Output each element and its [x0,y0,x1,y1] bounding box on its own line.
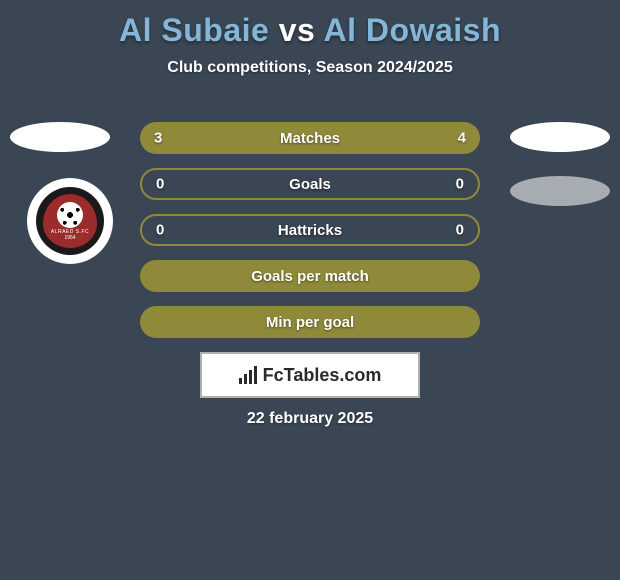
stat-value-right: 0 [456,222,464,239]
stat-row-matches: 3 4 Matches [140,122,480,154]
soccer-ball-icon [57,202,83,228]
stat-row-min-per-goal: Min per goal [140,306,480,338]
stat-label: Hattricks [278,222,342,239]
comparison-title: Al Subaie vs Al Dowaish [0,0,620,49]
brand-suffix: Tables.com [284,365,382,385]
player-b-name: Al Dowaish [324,12,501,48]
brand-text: FcTables.com [263,365,382,386]
subtitle: Club competitions, Season 2024/2025 [0,59,620,77]
bar-chart-icon [239,366,257,384]
stat-row-hattricks: 0 0 Hattricks [140,214,480,246]
club-badge-ring: ALRAED S.FC 1954 [36,187,104,255]
club-year: 1954 [64,235,75,241]
brand-prefix: Fc [263,365,284,385]
player-a-avatar-placeholder [10,122,110,152]
stat-value-left: 0 [156,222,164,239]
date-line: 22 february 2025 [0,410,620,428]
stat-value-right: 4 [458,130,466,147]
stat-label: Matches [280,130,340,147]
stat-label: Goals [289,176,331,193]
vs-separator: vs [279,12,316,48]
stat-value-left: 3 [154,130,162,147]
player-b-avatar-placeholder [510,122,610,152]
stat-value-left: 0 [156,176,164,193]
stat-value-right: 0 [456,176,464,193]
club-badge-shield: ALRAED S.FC 1954 [43,194,97,248]
stat-label: Goals per match [251,268,369,285]
stat-row-goals-per-match: Goals per match [140,260,480,292]
brand-badge: FcTables.com [200,352,420,398]
stat-row-goals: 0 0 Goals [140,168,480,200]
player-b-club-placeholder [510,176,610,206]
stats-area: 3 4 Matches 0 0 Goals 0 0 Hattricks Goals per mat… [140,122,480,352]
stat-label: Min per goal [266,314,354,331]
player-a-name: Al Subaie [119,12,269,48]
player-a-club-badge: ALRAED S.FC 1954 [27,178,113,264]
